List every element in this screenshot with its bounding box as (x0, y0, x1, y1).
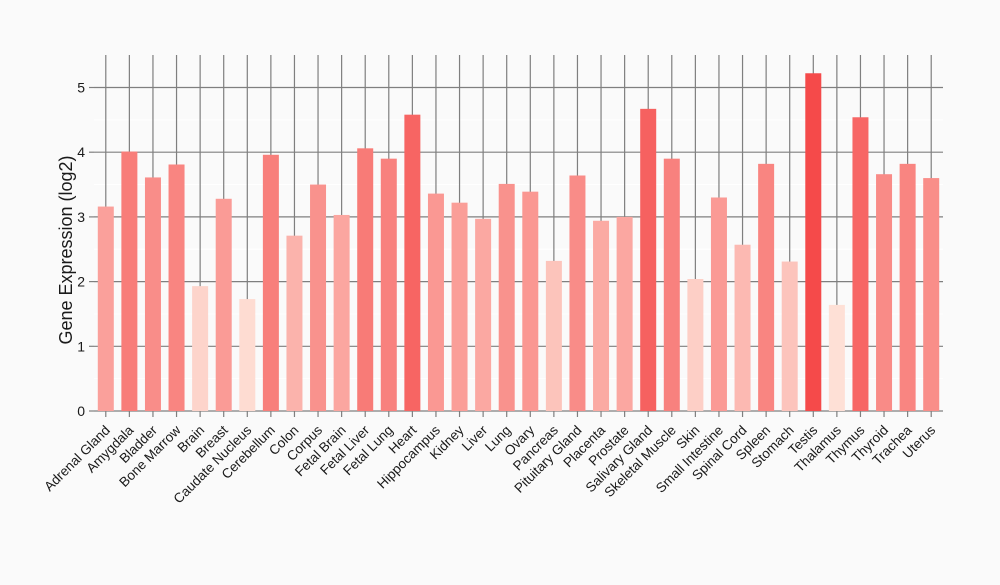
bar-adrenal-gland (97, 206, 114, 411)
bar-bone-marrow (168, 164, 185, 411)
bar-skeletal-muscle (663, 158, 680, 411)
y-tick-label: 4 (77, 144, 85, 160)
bar-ovary (522, 191, 539, 411)
y-tick-label: 1 (77, 338, 85, 354)
bar-spinal-cord (734, 244, 751, 411)
bar-small-intestine (710, 197, 727, 411)
bar-thymus (852, 117, 869, 412)
bar-amygdala (121, 151, 138, 412)
bar-fetal-liver (357, 148, 374, 411)
bar-bladder (144, 177, 161, 411)
bar-hippocampus (427, 193, 444, 411)
bars (97, 73, 940, 412)
bar-thalamus (828, 304, 845, 411)
bar-thyroid (876, 174, 893, 411)
bar-heart (404, 114, 421, 411)
bar-lung (498, 183, 515, 411)
bar-brain (192, 286, 209, 411)
y-axis-label: Gene Expression (log2) (56, 155, 76, 344)
x-tick-label: Liver (459, 422, 491, 454)
y-tick-label: 0 (77, 403, 85, 419)
bar-caudate-nucleus (239, 299, 256, 411)
y-tick-label: 3 (77, 209, 85, 225)
y-tick-label: 5 (77, 80, 85, 96)
bar-liver (475, 218, 492, 411)
bar-placenta (593, 220, 610, 411)
bar-pituitary-gland (569, 175, 586, 411)
bar-skin (687, 279, 704, 411)
bar-colon (286, 235, 303, 411)
bar-uterus (923, 178, 940, 411)
bar-pancreas (545, 260, 562, 411)
y-axis: 0 1 2 3 4 5 (77, 80, 94, 419)
bar-salivary-gland (640, 108, 657, 411)
bar-fetal-lung (380, 158, 397, 411)
bar-spleen (758, 163, 775, 411)
y-tick-label: 2 (77, 274, 85, 290)
bar-trachea (899, 163, 916, 411)
bar-cerebellum (262, 154, 279, 411)
bar-corpus (310, 184, 327, 411)
bar-stomach (781, 261, 798, 411)
bar-testis (805, 73, 822, 412)
bar-prostate (616, 216, 633, 411)
bar-breast (215, 198, 232, 411)
bar-kidney (451, 202, 468, 411)
bar-fetal-brain (333, 214, 350, 411)
